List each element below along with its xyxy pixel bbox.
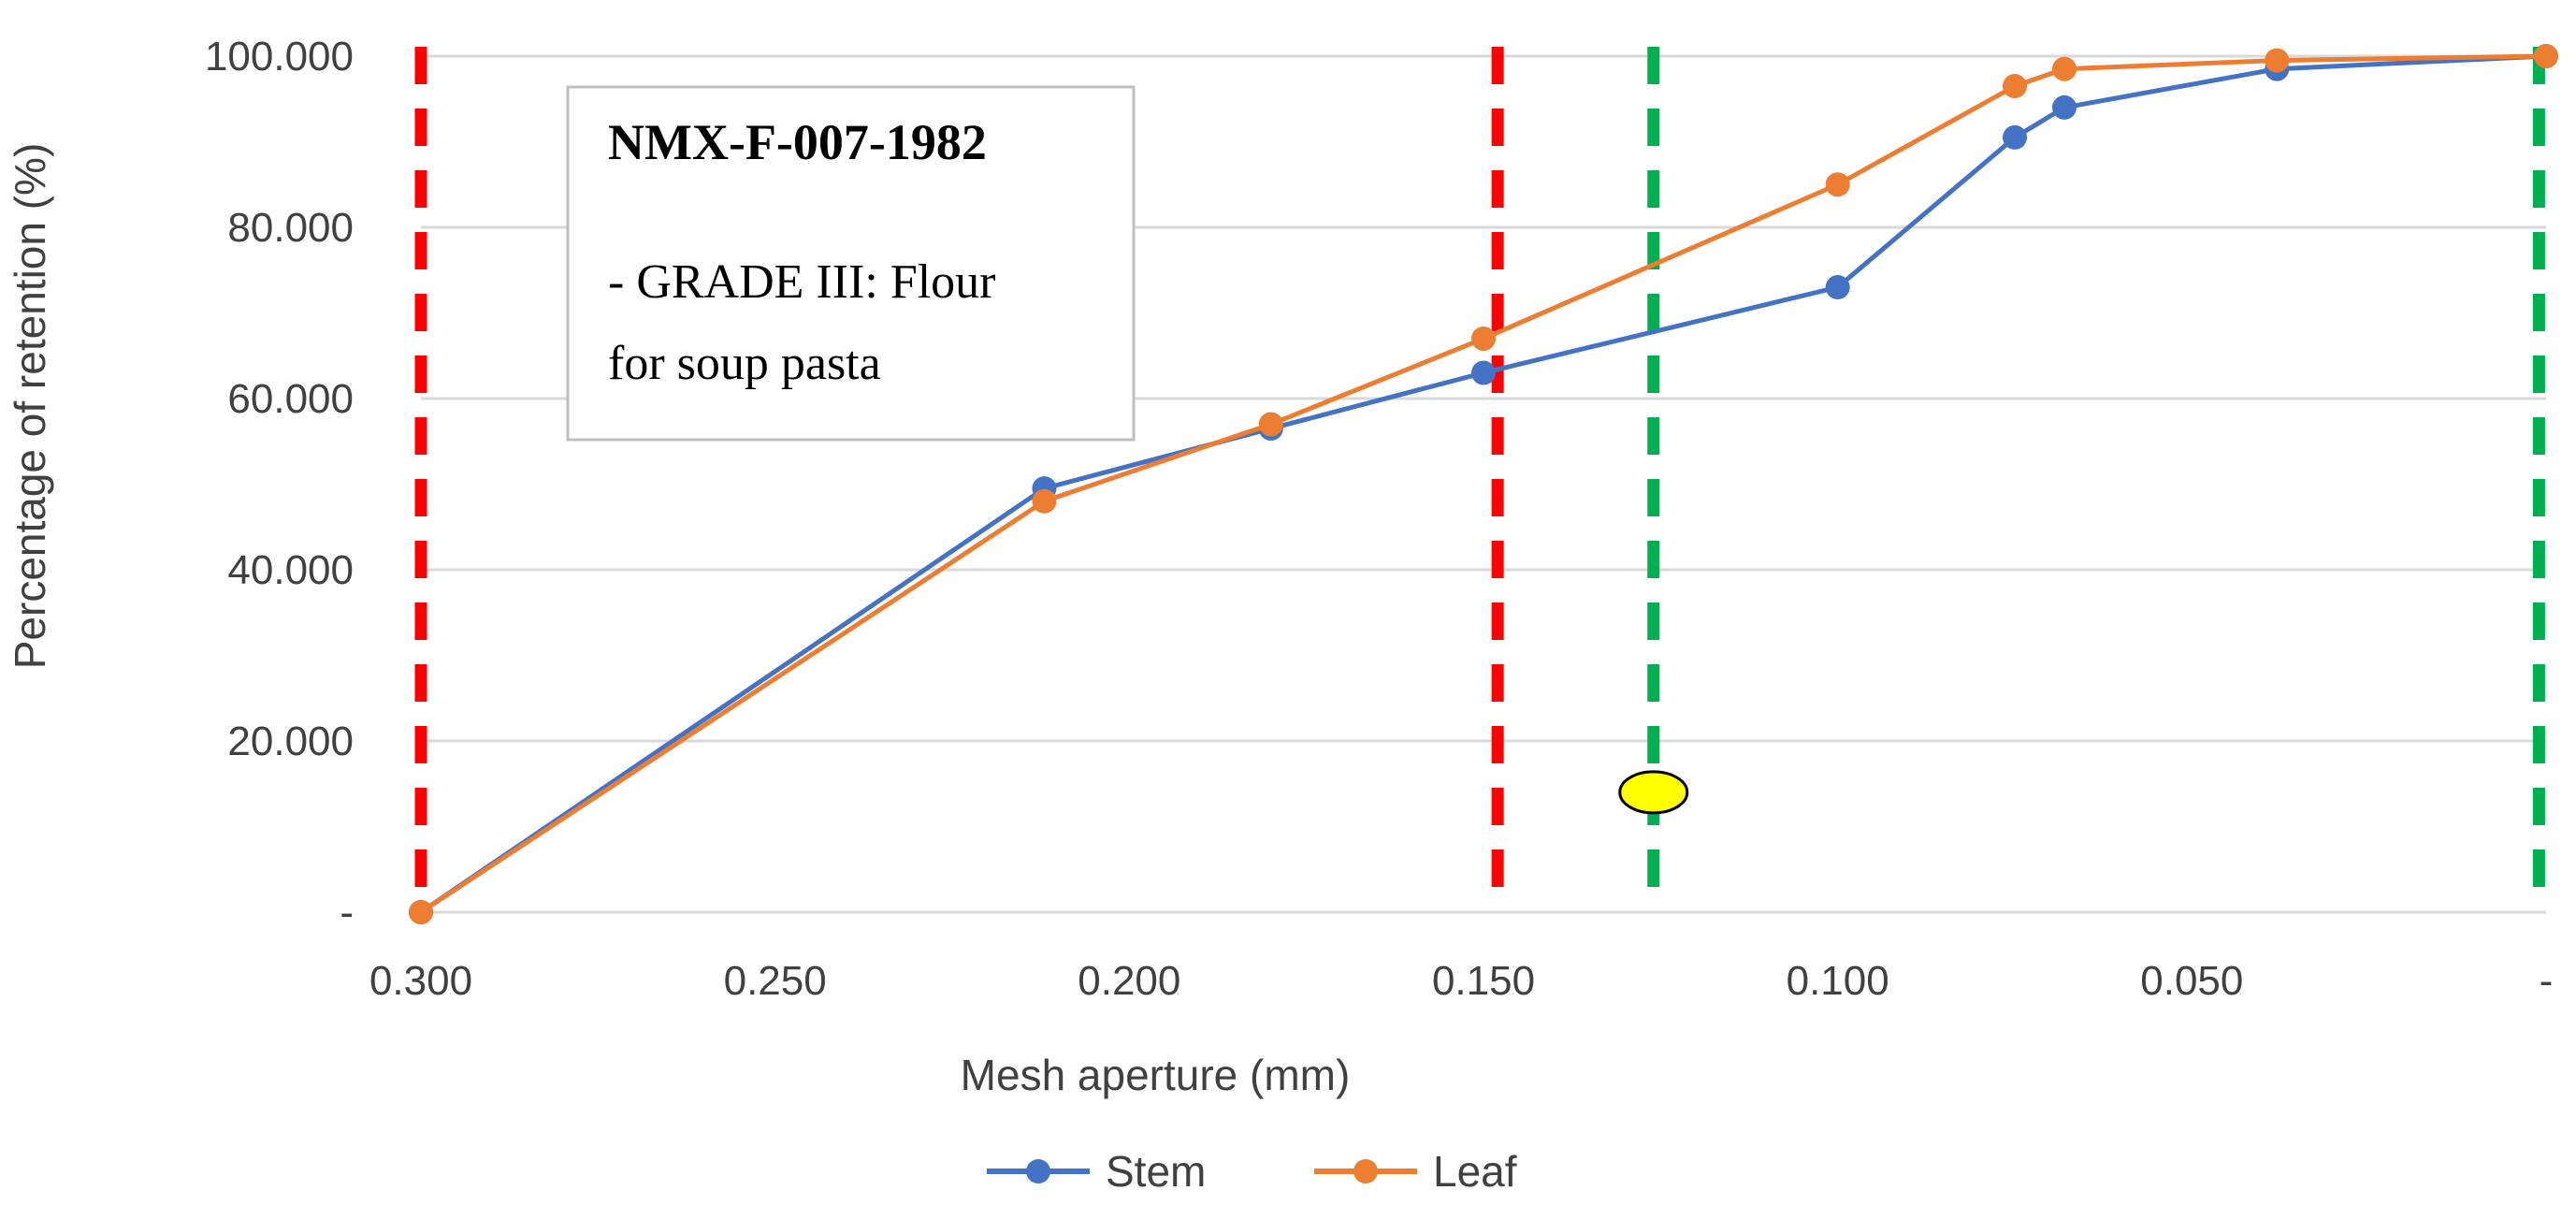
annotation-line-2: for soup pasta: [608, 337, 881, 390]
y-tick-label-2: 40.000: [227, 547, 354, 593]
x-tick-label-5: 0.050: [2140, 958, 2243, 1004]
y-tick-labels: - 20.000 40.000 60.000 80.000 100.000: [205, 34, 354, 936]
data-point-stem-3: [1471, 360, 1496, 385]
y-tick-label-0: -: [340, 890, 354, 936]
y-tick-label-5: 100.000: [205, 34, 354, 80]
data-point-leaf-3: [1471, 326, 1496, 351]
data-point-leaf-1: [1032, 488, 1057, 514]
data-point-leaf-5: [2003, 74, 2027, 99]
data-point-leaf-7: [2265, 48, 2290, 73]
data-point-leaf-2: [1258, 412, 1283, 437]
annotation-box: NMX-F-007-1982 - GRADE III: Flour for so…: [566, 85, 1136, 442]
legend-item-leaf: Leaf: [1314, 1147, 1517, 1196]
data-point-leaf-4: [1825, 172, 1850, 197]
series-group: [409, 44, 2558, 924]
data-point-leaf-6: [2052, 56, 2077, 81]
x-axis-title: Mesh aperture (mm): [961, 1051, 1351, 1099]
legend: Stem Leaf: [987, 1147, 1517, 1196]
annotation-frame: [566, 85, 1136, 442]
y-tick-label-4: 80.000: [227, 205, 354, 251]
legend-item-stem: Stem: [987, 1147, 1206, 1196]
data-point-stem-4: [1825, 275, 1850, 300]
data-point-stem-5: [2003, 124, 2027, 150]
annotation-title: NMX-F-007-1982: [608, 114, 987, 170]
highlight-marker: [1618, 770, 1689, 815]
legend-stem-label: Stem: [1106, 1147, 1206, 1196]
x-tick-label-6: -: [2540, 958, 2554, 1004]
y-tick-label-3: 60.000: [227, 376, 354, 422]
data-point-leaf-8: [2534, 44, 2558, 68]
annotation-line-1: - GRADE III: Flour: [608, 255, 996, 309]
x-tick-label-0: 0.300: [369, 958, 472, 1004]
x-tick-label-2: 0.200: [1078, 958, 1180, 1004]
legend-stem-marker: [1026, 1159, 1050, 1183]
x-tick-label-4: 0.100: [1787, 958, 1889, 1004]
y-tick-label-1: 20.000: [227, 719, 354, 764]
x-tick-label-3: 0.150: [1432, 958, 1535, 1004]
data-point-leaf-0: [409, 900, 433, 924]
data-point-stem-6: [2052, 94, 2077, 120]
y-axis-title: Percentage of retention (%): [6, 143, 54, 670]
reference-lines: [414, 47, 2545, 898]
legend-leaf-marker: [1353, 1159, 1378, 1183]
legend-leaf-label: Leaf: [1433, 1147, 1517, 1196]
x-tick-labels: 0.300 0.250 0.200 0.150 0.100 0.050 -: [369, 958, 2553, 1004]
x-tick-label-1: 0.250: [724, 958, 827, 1004]
